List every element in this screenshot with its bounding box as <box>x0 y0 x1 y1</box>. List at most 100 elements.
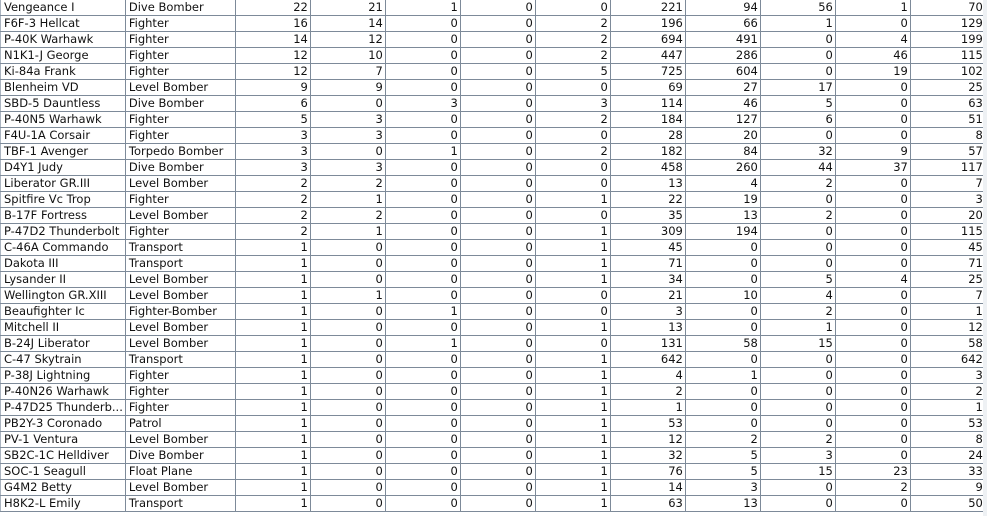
stat-cell[interactable]: 0 <box>835 303 911 320</box>
table-row[interactable]: TBF-1 Avenger Torpedo Bomber 3 0 1 0 2 182 84 32 9… <box>0 143 986 160</box>
stat-cell[interactable]: 2 <box>610 383 686 400</box>
stat-cell[interactable]: 0 <box>835 191 911 208</box>
stat-cell[interactable]: 1 <box>235 415 311 432</box>
aircraft-type-cell[interactable]: Patrol <box>125 415 236 432</box>
stat-cell[interactable]: 0 <box>460 255 536 272</box>
stat-cell[interactable]: 1 <box>235 495 311 512</box>
aircraft-type-cell[interactable]: Level Bomber <box>125 335 236 352</box>
stat-cell[interactable]: 0 <box>385 79 461 96</box>
stat-cell[interactable]: 0 <box>385 351 461 368</box>
stat-cell[interactable]: 0 <box>835 175 911 192</box>
stat-cell[interactable]: 0 <box>835 79 911 96</box>
stat-cell[interactable]: 0 <box>310 271 386 288</box>
stat-cell[interactable]: 0 <box>535 79 611 96</box>
stat-cell[interactable]: 0 <box>685 271 761 288</box>
stat-cell[interactable]: 1 <box>235 287 311 304</box>
aircraft-name-cell[interactable]: N1K1-J George <box>0 47 126 64</box>
table-row[interactable]: P-40K Warhawk Fighter 14 12 0 0 2 694 491 0 4 199 <box>0 31 986 48</box>
stat-cell[interactable]: 0 <box>760 239 836 256</box>
stat-cell[interactable]: 0 <box>460 191 536 208</box>
stat-cell[interactable]: 12 <box>910 319 986 336</box>
stat-cell[interactable]: 0 <box>460 351 536 368</box>
stat-cell[interactable]: 1 <box>235 431 311 448</box>
stat-cell[interactable]: 129 <box>910 15 986 32</box>
aircraft-name-cell[interactable]: Beaufighter Ic <box>0 303 126 320</box>
stat-cell[interactable]: 0 <box>835 15 911 32</box>
stat-cell[interactable]: 1 <box>910 399 986 416</box>
stat-cell[interactable]: 309 <box>610 223 686 240</box>
stat-cell[interactable]: 0 <box>535 303 611 320</box>
stat-cell[interactable]: 0 <box>685 399 761 416</box>
stat-cell[interactable]: 2 <box>535 143 611 160</box>
stat-cell[interactable]: 9 <box>310 79 386 96</box>
stat-cell[interactable]: 0 <box>685 239 761 256</box>
stat-cell[interactable]: 0 <box>385 15 461 32</box>
stat-cell[interactable]: 0 <box>835 239 911 256</box>
stat-cell[interactable]: 2 <box>535 111 611 128</box>
stat-cell[interactable]: 63 <box>610 495 686 512</box>
stat-cell[interactable]: 15 <box>760 335 836 352</box>
stat-cell[interactable]: 34 <box>610 271 686 288</box>
stat-cell[interactable]: 15 <box>760 463 836 480</box>
stat-cell[interactable]: 16 <box>235 15 311 32</box>
aircraft-name-cell[interactable]: PB2Y-3 Coronado <box>0 415 126 432</box>
stat-cell[interactable]: 447 <box>610 47 686 64</box>
stat-cell[interactable]: 1 <box>235 463 311 480</box>
stat-cell[interactable]: 5 <box>760 95 836 112</box>
aircraft-type-cell[interactable]: Fighter-Bomber <box>125 303 236 320</box>
stat-cell[interactable]: 0 <box>310 351 386 368</box>
stat-cell[interactable]: 194 <box>685 223 761 240</box>
stat-cell[interactable]: 0 <box>685 383 761 400</box>
aircraft-type-cell[interactable]: Torpedo Bomber <box>125 143 236 160</box>
stat-cell[interactable]: 19 <box>835 63 911 80</box>
stat-cell[interactable]: 1 <box>235 383 311 400</box>
stat-cell[interactable]: 0 <box>835 127 911 144</box>
stat-cell[interactable]: 14 <box>310 15 386 32</box>
stat-cell[interactable]: 0 <box>460 303 536 320</box>
stat-cell[interactable]: 0 <box>310 463 386 480</box>
stat-cell[interactable]: 1 <box>535 431 611 448</box>
stat-cell[interactable]: 3 <box>235 159 311 176</box>
stat-cell[interactable]: 0 <box>385 207 461 224</box>
stat-cell[interactable]: 1 <box>235 335 311 352</box>
aircraft-name-cell[interactable]: H8K2-L Emily <box>0 495 126 512</box>
stat-cell[interactable]: 694 <box>610 31 686 48</box>
stat-cell[interactable]: 45 <box>910 239 986 256</box>
table-row[interactable]: C-46A Commando Transport 1 0 0 0 1 45 0 0 0 45 <box>0 239 986 256</box>
stat-cell[interactable]: 0 <box>835 415 911 432</box>
stat-cell[interactable]: 0 <box>310 303 386 320</box>
stat-cell[interactable]: 0 <box>760 495 836 512</box>
stat-cell[interactable]: 0 <box>835 319 911 336</box>
stat-cell[interactable]: 1 <box>535 479 611 496</box>
stat-cell[interactable]: 71 <box>910 255 986 272</box>
stat-cell[interactable]: 0 <box>535 175 611 192</box>
stat-cell[interactable]: 32 <box>610 447 686 464</box>
stat-cell[interactable]: 0 <box>460 399 536 416</box>
stat-cell[interactable]: 0 <box>385 127 461 144</box>
aircraft-type-cell[interactable]: Level Bomber <box>125 79 236 96</box>
stat-cell[interactable]: 0 <box>460 159 536 176</box>
table-row[interactable]: B-17F Fortress Level Bomber 2 2 0 0 0 35 13 2 0 20 <box>0 207 986 224</box>
stat-cell[interactable]: 0 <box>385 415 461 432</box>
stat-cell[interactable]: 10 <box>310 47 386 64</box>
aircraft-name-cell[interactable]: P-40N26 Warhawk <box>0 383 126 400</box>
stat-cell[interactable]: 1 <box>535 223 611 240</box>
stat-cell[interactable]: 7 <box>910 175 986 192</box>
stat-cell[interactable]: 0 <box>460 15 536 32</box>
stat-cell[interactable]: 2 <box>310 175 386 192</box>
stat-cell[interactable]: 0 <box>310 367 386 384</box>
stat-cell[interactable]: 3 <box>535 95 611 112</box>
stat-cell[interactable]: 12 <box>235 63 311 80</box>
stat-cell[interactable]: 0 <box>385 463 461 480</box>
table-row[interactable]: F6F-3 Hellcat Fighter 16 14 0 0 2 196 66 1 0 129 <box>0 15 986 32</box>
stat-cell[interactable]: 3 <box>910 367 986 384</box>
stat-cell[interactable]: 199 <box>910 31 986 48</box>
aircraft-type-cell[interactable]: Dive Bomber <box>125 159 236 176</box>
stat-cell[interactable]: 0 <box>835 383 911 400</box>
table-row[interactable]: Spitfire Vc Trop Fighter 2 1 0 0 1 22 19 0 0 3 <box>0 191 986 208</box>
stat-cell[interactable]: 196 <box>610 15 686 32</box>
table-row[interactable]: Wellington GR.XIII Level Bomber 1 1 0 0 0 21 10 4… <box>0 287 986 304</box>
stat-cell[interactable]: 0 <box>460 367 536 384</box>
stat-cell[interactable]: 127 <box>685 111 761 128</box>
stat-cell[interactable]: 0 <box>760 63 836 80</box>
